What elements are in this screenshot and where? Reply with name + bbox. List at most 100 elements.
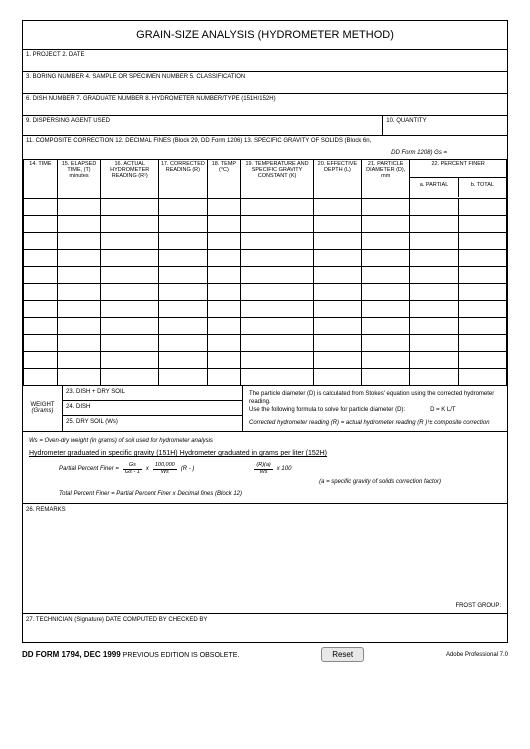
table-cell[interactable] [313, 368, 361, 385]
table-row[interactable] [24, 215, 507, 232]
table-cell[interactable] [57, 249, 100, 266]
weight-25[interactable]: 25. DRY SOIL (Ws) [63, 416, 242, 431]
table-row[interactable] [24, 266, 507, 283]
table-cell[interactable] [159, 300, 207, 317]
table-cell[interactable] [313, 317, 361, 334]
table-cell[interactable] [241, 368, 313, 385]
table-cell[interactable] [362, 198, 410, 215]
field-10[interactable]: 10. QUANTITY [383, 116, 507, 135]
table-cell[interactable] [241, 300, 313, 317]
table-row[interactable] [24, 351, 507, 368]
table-cell[interactable] [458, 317, 506, 334]
table-cell[interactable] [159, 232, 207, 249]
table-cell[interactable] [101, 198, 159, 215]
table-cell[interactable] [24, 232, 58, 249]
table-cell[interactable] [313, 198, 361, 215]
table-cell[interactable] [101, 215, 159, 232]
table-cell[interactable] [159, 317, 207, 334]
table-cell[interactable] [57, 215, 100, 232]
table-row[interactable] [24, 232, 507, 249]
table-cell[interactable] [362, 317, 410, 334]
table-cell[interactable] [57, 198, 100, 215]
table-cell[interactable] [24, 283, 58, 300]
table-cell[interactable] [207, 317, 241, 334]
table-row[interactable] [24, 249, 507, 266]
table-cell[interactable] [24, 249, 58, 266]
table-row[interactable] [24, 317, 507, 334]
table-cell[interactable] [241, 198, 313, 215]
table-cell[interactable] [57, 300, 100, 317]
table-cell[interactable] [241, 232, 313, 249]
table-cell[interactable] [313, 300, 361, 317]
table-cell[interactable] [241, 317, 313, 334]
table-cell[interactable] [159, 283, 207, 300]
table-cell[interactable] [207, 232, 241, 249]
table-cell[interactable] [458, 351, 506, 368]
table-cell[interactable] [458, 249, 506, 266]
weight-23[interactable]: 23. DISH + DRY SOIL [63, 386, 242, 401]
table-cell[interactable] [410, 215, 458, 232]
table-cell[interactable] [410, 249, 458, 266]
table-cell[interactable] [101, 351, 159, 368]
table-cell[interactable] [410, 351, 458, 368]
table-row[interactable] [24, 283, 507, 300]
table-cell[interactable] [458, 215, 506, 232]
remarks-field[interactable]: 26. REMARKS FROST GROUP: [23, 504, 507, 614]
table-cell[interactable] [410, 300, 458, 317]
table-cell[interactable] [410, 232, 458, 249]
table-cell[interactable] [241, 266, 313, 283]
table-cell[interactable] [24, 317, 58, 334]
table-cell[interactable] [57, 334, 100, 351]
table-row[interactable] [24, 198, 507, 215]
table-cell[interactable] [410, 317, 458, 334]
table-cell[interactable] [241, 283, 313, 300]
field-9[interactable]: 9. DISPERSING AGENT USED [23, 116, 383, 135]
table-cell[interactable] [362, 334, 410, 351]
table-cell[interactable] [410, 266, 458, 283]
table-cell[interactable] [159, 266, 207, 283]
reset-button[interactable]: Reset [321, 647, 364, 662]
table-cell[interactable] [207, 334, 241, 351]
table-cell[interactable] [207, 249, 241, 266]
table-cell[interactable] [159, 215, 207, 232]
frost-group[interactable]: FROST GROUP: [455, 603, 501, 609]
table-cell[interactable] [313, 351, 361, 368]
table-cell[interactable] [24, 351, 58, 368]
field-11[interactable]: 11. COMPOSITE CORRECTION 12. DECIMAL FIN… [23, 136, 507, 148]
table-cell[interactable] [410, 283, 458, 300]
field-1-2[interactable]: 1. PROJECT 2. DATE [23, 50, 507, 71]
table-cell[interactable] [458, 266, 506, 283]
table-cell[interactable] [241, 351, 313, 368]
table-cell[interactable] [241, 334, 313, 351]
table-row[interactable] [24, 300, 507, 317]
table-cell[interactable] [159, 334, 207, 351]
table-cell[interactable] [241, 249, 313, 266]
table-cell[interactable] [101, 334, 159, 351]
table-cell[interactable] [24, 215, 58, 232]
table-cell[interactable] [458, 283, 506, 300]
table-cell[interactable] [101, 283, 159, 300]
table-cell[interactable] [313, 232, 361, 249]
table-cell[interactable] [24, 266, 58, 283]
table-cell[interactable] [101, 317, 159, 334]
table-cell[interactable] [57, 368, 100, 385]
table-cell[interactable] [57, 351, 100, 368]
table-cell[interactable] [362, 232, 410, 249]
table-cell[interactable] [362, 249, 410, 266]
weight-24[interactable]: 24. DISH [63, 401, 242, 416]
table-cell[interactable] [24, 334, 58, 351]
table-cell[interactable] [458, 334, 506, 351]
table-cell[interactable] [57, 232, 100, 249]
table-cell[interactable] [207, 351, 241, 368]
table-cell[interactable] [313, 266, 361, 283]
table-cell[interactable] [458, 368, 506, 385]
table-cell[interactable] [24, 368, 58, 385]
table-cell[interactable] [101, 300, 159, 317]
table-cell[interactable] [241, 215, 313, 232]
table-cell[interactable] [101, 232, 159, 249]
table-cell[interactable] [57, 317, 100, 334]
table-cell[interactable] [207, 266, 241, 283]
table-row[interactable] [24, 368, 507, 385]
table-cell[interactable] [313, 334, 361, 351]
table-cell[interactable] [24, 300, 58, 317]
